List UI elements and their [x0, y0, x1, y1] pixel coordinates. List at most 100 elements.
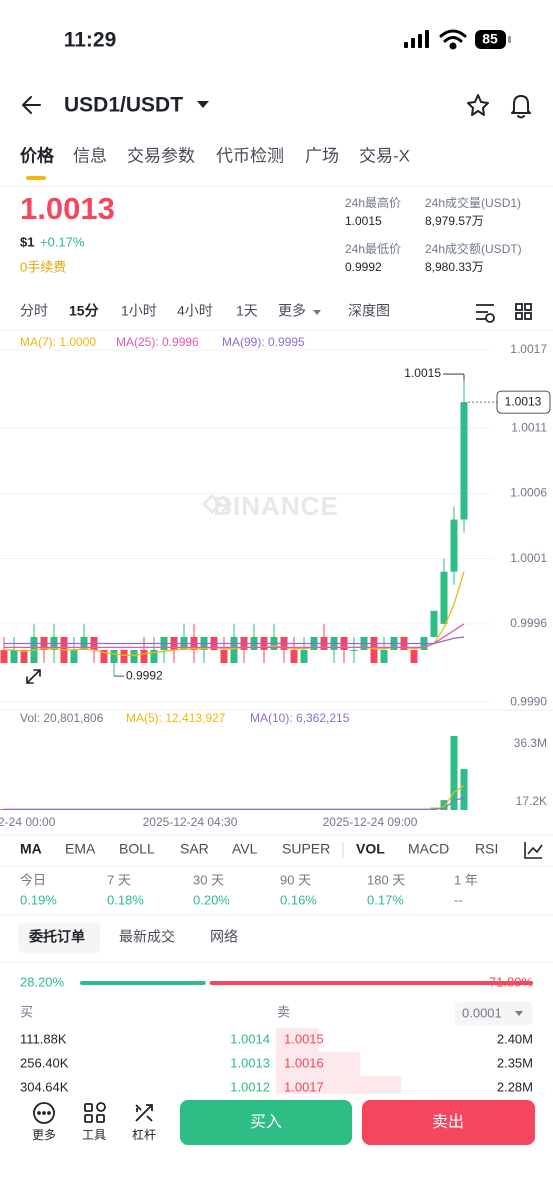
- tab[interactable]: 交易参数: [127, 146, 195, 165]
- candle-body: [460, 402, 468, 520]
- indicator-settings-icon[interactable]: [524, 842, 543, 859]
- ma-legend: MA(99): 0.9995: [222, 335, 305, 349]
- period-label: 今日: [20, 872, 46, 887]
- candle-body: [150, 649, 158, 664]
- ask-price: 1.0015: [284, 1031, 324, 1046]
- interval[interactable]: 15分: [69, 303, 99, 319]
- more-icon[interactable]: [33, 1102, 55, 1124]
- indicator[interactable]: EMA: [65, 841, 96, 857]
- precision-select[interactable]: [455, 1002, 533, 1025]
- volume-ma-line: [4, 785, 465, 811]
- stat-value: 1.0015: [345, 214, 382, 228]
- ask-amount: 2.40M: [497, 1031, 533, 1046]
- volume-tick-label: 36.3M: [514, 736, 547, 750]
- interval[interactable]: 4小时: [177, 303, 213, 319]
- candle-body: [0, 649, 8, 664]
- signal-icon: [404, 30, 429, 48]
- layout-icon[interactable]: [515, 303, 532, 320]
- tab[interactable]: 价格: [20, 145, 55, 165]
- candle-body: [380, 649, 388, 664]
- last-price-label: 1.0013: [505, 394, 542, 408]
- tab[interactable]: 信息: [73, 146, 107, 165]
- volume-ma-legend: MA(10): 6,362,215: [250, 711, 350, 725]
- interval[interactable]: 分时: [20, 303, 48, 319]
- indicator[interactable]: MACD: [408, 841, 449, 857]
- bid-amount: 304.64K: [20, 1079, 69, 1094]
- sell-ratio: 71.80%: [489, 974, 534, 989]
- sell-button-label[interactable]: 卖出: [432, 1113, 464, 1131]
- bid-amount: 256.40K: [20, 1055, 69, 1070]
- volume-bar: [440, 800, 448, 810]
- volume-bar: [460, 768, 468, 810]
- x-tick-label: 2025-12-24 00:00: [0, 815, 56, 829]
- chart-settings-icon[interactable]: [476, 304, 495, 323]
- order-tab[interactable]: 最新成交: [119, 929, 175, 945]
- indicator[interactable]: BOLL: [119, 841, 155, 857]
- order-tab[interactable]: 委托订单: [28, 929, 85, 945]
- stat-value: 8,980.33万: [425, 260, 484, 274]
- more-label[interactable]: 更多: [32, 1128, 56, 1142]
- interval[interactable]: 1小时: [121, 303, 157, 319]
- notification-button[interactable]: [511, 95, 531, 119]
- indicator[interactable]: SAR: [180, 841, 209, 857]
- last-price-box: [496, 390, 551, 414]
- indicator[interactable]: AVL: [232, 841, 258, 857]
- candle-body: [70, 649, 78, 664]
- volume-tick-label: 17.2K: [516, 794, 547, 808]
- ma-line: [4, 636, 465, 645]
- ma-line: [4, 571, 465, 656]
- tab[interactable]: 交易-X: [359, 146, 410, 165]
- tab[interactable]: 广场: [305, 146, 339, 165]
- y-tick-label: 1.0011: [511, 420, 547, 434]
- usd-price: $1: [20, 234, 34, 249]
- buy-button-label[interactable]: 买入: [250, 1113, 282, 1131]
- interval[interactable]: 更多: [278, 303, 306, 319]
- expand-icon[interactable]: [26, 669, 41, 684]
- tab-indicator: [26, 176, 46, 180]
- favorite-button[interactable]: [467, 94, 489, 116]
- candle-body: [410, 649, 418, 664]
- indicator[interactable]: VOL: [356, 841, 385, 857]
- depth-bar: [276, 1028, 319, 1052]
- ma-legend: MA(25): 0.9996: [116, 335, 199, 349]
- candle-body: [430, 610, 438, 637]
- volume-bar: [450, 735, 458, 810]
- ratio-bar: [209, 981, 533, 985]
- precision-dropdown[interactable]: [515, 1011, 523, 1016]
- period-label: 7 天: [107, 872, 131, 887]
- more-dropdown[interactable]: [313, 310, 321, 315]
- pair-dropdown[interactable]: [197, 101, 209, 108]
- period-change: 0.20%: [193, 892, 230, 907]
- period-change: 0.18%: [107, 892, 144, 907]
- x-tick-label: 2025-12-24 09:00: [323, 815, 418, 829]
- y-tick-label: 0.9996: [510, 616, 547, 630]
- pair-title[interactable]: USD1/USDT: [64, 94, 183, 117]
- interval[interactable]: 1天: [236, 303, 258, 319]
- order-tab[interactable]: 网络: [210, 929, 238, 945]
- indicator[interactable]: RSI: [475, 841, 498, 857]
- candle-body: [450, 519, 458, 572]
- candle-body: [440, 571, 448, 624]
- leverage-icon[interactable]: [135, 1104, 153, 1122]
- tools-icon[interactable]: [84, 1102, 106, 1123]
- candle-body: [290, 649, 298, 664]
- indicator[interactable]: MA: [20, 841, 42, 857]
- leverage-label[interactable]: 杠杆: [132, 1127, 156, 1142]
- interval[interactable]: 深度图: [348, 303, 390, 319]
- period-label: 90 天: [280, 872, 311, 887]
- y-tick-label: 1.0001: [510, 551, 547, 565]
- tools-label[interactable]: 工具: [82, 1128, 106, 1142]
- back-button[interactable]: [22, 96, 41, 114]
- ma-legend: MA(7): 1.0000: [20, 335, 96, 349]
- tab[interactable]: 代币检测: [216, 146, 284, 165]
- status-time: 11:29: [64, 29, 117, 52]
- candle-body: [120, 649, 128, 664]
- period-change: 0.17%: [367, 892, 404, 907]
- indicator[interactable]: SUPER: [282, 841, 330, 857]
- candle-body: [20, 649, 28, 664]
- precision-value[interactable]: 0.0001: [462, 1005, 502, 1020]
- sell-button[interactable]: [362, 1100, 535, 1145]
- candle-body: [230, 636, 238, 664]
- buy-button[interactable]: [180, 1100, 352, 1145]
- high-label: 1.0015: [404, 366, 441, 380]
